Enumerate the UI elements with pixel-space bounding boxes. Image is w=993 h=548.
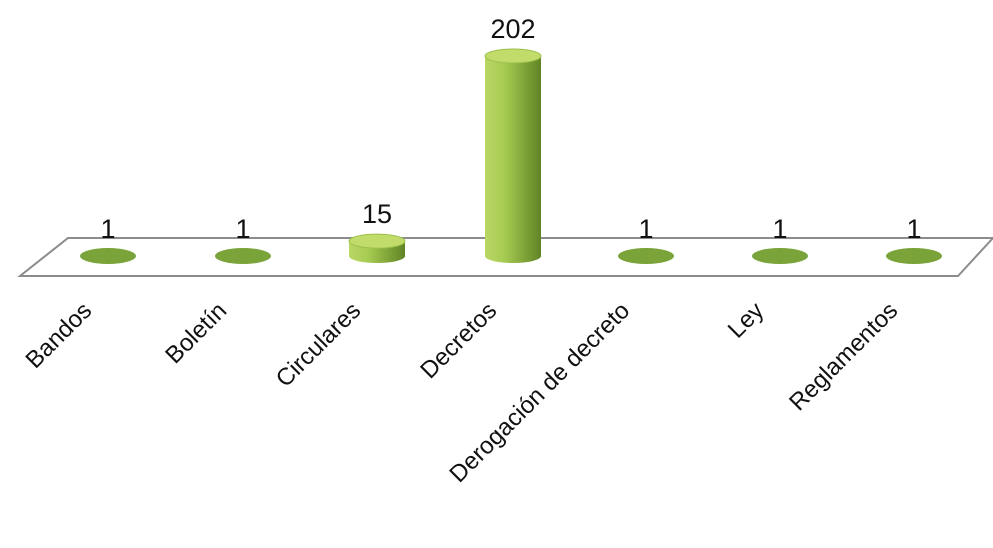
bar-decretos <box>484 48 542 263</box>
data-label-derogacion-de-decreto: 1 <box>638 214 653 244</box>
data-labels: 1 1 15 202 1 1 1 <box>100 14 921 244</box>
data-label-decretos: 202 <box>490 14 535 44</box>
chart-marks <box>80 48 942 264</box>
category-label-bandos: Bandos <box>21 297 98 374</box>
bar-ley <box>752 248 808 264</box>
bar-derogacion-de-decreto <box>618 248 674 264</box>
category-label-ley: Ley <box>723 297 769 343</box>
category-labels: Bandos Boletín Circulares DecretosDerogació… <box>21 297 904 488</box>
data-label-circulares: 15 <box>362 199 392 229</box>
data-label-bandos: 1 <box>100 214 115 244</box>
category-label-boletin: Boletín <box>160 297 232 369</box>
category-label-circulares: Circulares <box>271 297 366 392</box>
bar-bandos <box>80 248 136 264</box>
data-label-boletin: 1 <box>235 214 250 244</box>
data-label-reglamentos: 1 <box>906 214 921 244</box>
bar-reglamentos <box>886 248 942 264</box>
bar-boletin <box>215 248 271 264</box>
data-label-ley: 1 <box>772 214 787 244</box>
bar-circulares <box>348 233 406 263</box>
category-label-decretos: Decretos <box>415 297 502 384</box>
category-label-reglamentos: Reglamentos <box>784 297 903 416</box>
